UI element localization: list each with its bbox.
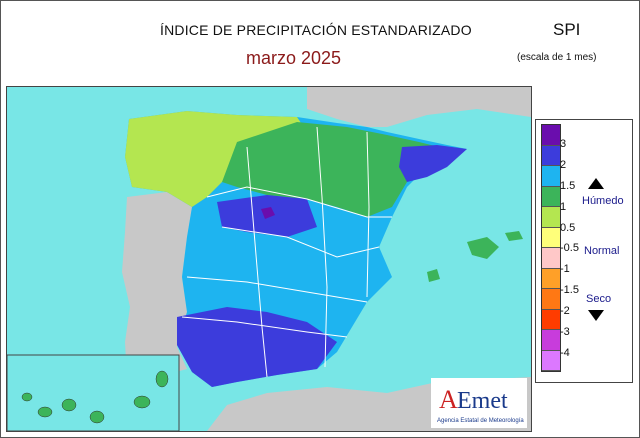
france-land xyxy=(307,87,531,127)
admin-boundaries xyxy=(181,126,392,378)
aemet-logo: A Emet Agencia Estatal de Meteorología xyxy=(431,378,527,428)
scale-note: (escala de 1 mes) xyxy=(517,52,597,63)
legend-tick-label: -4 xyxy=(560,346,570,359)
legend-swatch xyxy=(542,186,560,207)
logo-mark: A xyxy=(439,385,458,414)
ibiza xyxy=(427,269,440,282)
legend-swatch xyxy=(542,289,560,310)
legend-swatch xyxy=(542,330,560,351)
spain-spi-map xyxy=(6,86,532,432)
dry-label: Seco xyxy=(586,293,612,305)
legend-tick-label: 1 xyxy=(560,200,567,213)
dry-arrow-icon xyxy=(588,310,604,321)
legend-tick-label: -1.5 xyxy=(560,284,579,297)
legend-swatch xyxy=(542,125,560,146)
legend-tick-label: -2 xyxy=(560,305,570,318)
legend-swatch xyxy=(542,145,560,166)
southwest-zone xyxy=(177,307,337,387)
legend-swatch xyxy=(542,227,560,248)
legend-color-bar xyxy=(541,124,561,372)
mallorca xyxy=(467,237,499,259)
legend-tick-label: 3 xyxy=(560,137,567,150)
map-subtitle: marzo 2025 xyxy=(246,48,342,68)
legend-swatch xyxy=(542,207,560,228)
wet-arrow-icon xyxy=(588,178,604,189)
legend-tick-label: 0.5 xyxy=(560,221,576,234)
legend-tick-label: -1 xyxy=(560,263,570,276)
logo-wordmark: Emet xyxy=(457,388,508,414)
index-name: SPI xyxy=(553,20,581,39)
legend-tick-label: 1.5 xyxy=(560,179,576,192)
menorca xyxy=(505,231,523,241)
legend-swatch xyxy=(542,350,560,371)
logo-caption: Agencia Estatal de Meteorología xyxy=(437,418,524,424)
legend-swatch xyxy=(542,248,560,269)
portugal-land xyxy=(122,192,192,379)
legend-tick-label: -3 xyxy=(560,326,570,338)
aemet-logo-graphic: A Emet Agencia Estatal de Meteorología xyxy=(437,385,524,424)
map-title: ÍNDICE DE PRECIPITACIÓN ESTANDARIZADO xyxy=(160,22,472,38)
spi-legend: 3 2 1.5 1 0.5 -0.5 -1 -1.5 -2 -3 -4 Húmedo Normal … xyxy=(535,119,633,383)
legend-tick-label: -0.5 xyxy=(560,242,579,255)
northeast-zone xyxy=(399,145,467,182)
legend-swatch xyxy=(542,166,560,187)
legend-swatch xyxy=(542,309,560,330)
map-svg xyxy=(7,87,531,431)
wet-label: Húmedo xyxy=(582,195,624,207)
legend-tick-label: 2 xyxy=(560,158,567,171)
normal-label: Normal xyxy=(584,245,620,257)
madrid-peak xyxy=(261,207,275,219)
legend-swatch xyxy=(542,268,560,289)
canary-islands xyxy=(21,370,169,424)
